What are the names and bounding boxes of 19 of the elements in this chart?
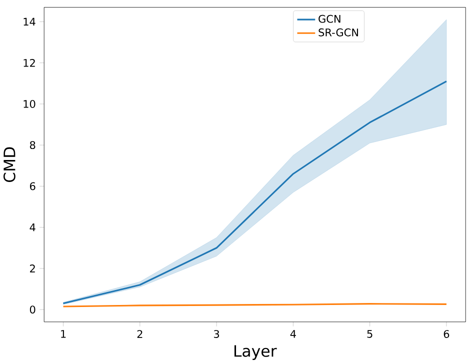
y-tick-label: 6 xyxy=(30,182,36,190)
line-series xyxy=(62,80,448,304)
legend-label: SR-GCN xyxy=(318,28,358,36)
x-axis-title: Layer xyxy=(234,344,277,360)
y-tick-label: 2 xyxy=(30,264,35,272)
x-tick-label: 5 xyxy=(367,330,372,338)
y-tick-label: 10 xyxy=(24,100,36,108)
x-tick-label: 3 xyxy=(214,330,220,338)
y-axis-title: CMD xyxy=(3,146,16,182)
y-tick-label: 8 xyxy=(30,140,36,149)
y-tick-label: 12 xyxy=(24,58,35,67)
y-tick-label: 14 xyxy=(24,18,36,26)
x-tick-label: 2 xyxy=(137,330,142,338)
x-tick-label: 1 xyxy=(61,330,66,338)
y-tick-label: 4 xyxy=(30,223,36,231)
x-tick-label: 6 xyxy=(444,330,450,338)
legend-label: GCN xyxy=(318,14,340,23)
y-tick-label: 0 xyxy=(30,305,36,314)
x-tick-label: 4 xyxy=(290,330,296,338)
